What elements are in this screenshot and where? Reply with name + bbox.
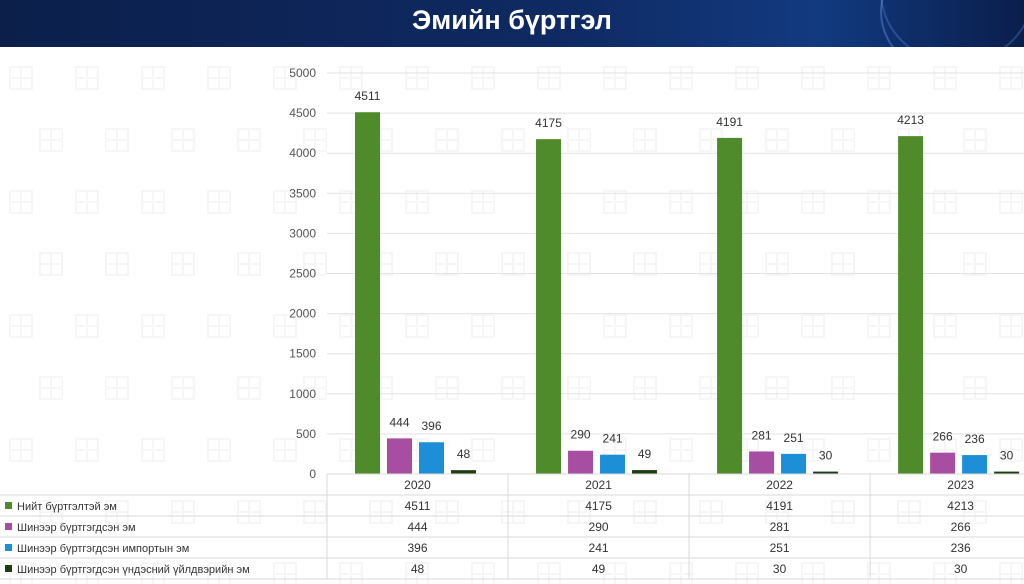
table-cell: 4191 [766, 499, 793, 513]
data-label: 266 [933, 430, 953, 444]
data-label: 290 [571, 428, 591, 442]
data-label: 4191 [716, 115, 743, 129]
y-tick-label: 4500 [289, 106, 316, 120]
bar [568, 450, 594, 474]
y-tick-label: 3000 [289, 226, 316, 240]
y-tick-label: 3500 [289, 186, 316, 200]
legend-swatch [5, 502, 12, 509]
table-cell: 251 [770, 541, 790, 555]
data-label: 4175 [535, 116, 562, 130]
category-label: 2022 [766, 478, 793, 492]
bar [600, 454, 626, 474]
decor-arc [880, 0, 1024, 47]
table-cell: 281 [770, 520, 790, 534]
y-tick-label: 2500 [289, 267, 316, 281]
data-label: 281 [752, 428, 772, 442]
bar [717, 137, 743, 474]
data-label: 4511 [355, 89, 381, 103]
bar [419, 442, 444, 474]
table-cell: 30 [954, 562, 968, 576]
table-cell: 241 [589, 541, 609, 555]
category-label: 2020 [404, 478, 431, 492]
y-tick-label: 2000 [289, 307, 316, 321]
legend-swatch [5, 523, 12, 530]
header-bar: Эмийн бүртгэл [0, 0, 1024, 47]
bar [632, 470, 658, 474]
bar [781, 453, 807, 474]
data-label: 396 [421, 419, 441, 433]
table-cell: 290 [589, 520, 609, 534]
bar [813, 471, 839, 474]
table-cell: 444 [408, 520, 428, 534]
data-label: 49 [638, 447, 652, 461]
data-label: 241 [603, 432, 623, 446]
data-label: 48 [457, 447, 471, 461]
bar [536, 139, 562, 474]
series-name: Нийт бүртгэлтэй эм [17, 501, 117, 513]
table-cell: 4213 [947, 499, 974, 513]
page-title: Эмийн бүртгэл [412, 5, 612, 35]
table-cell: 266 [951, 520, 971, 534]
bar [898, 136, 924, 474]
table-cell: 48 [411, 562, 425, 576]
data-label: 251 [784, 431, 804, 445]
data-label: 4213 [897, 113, 924, 127]
table-cell: 30 [773, 562, 787, 576]
table-cell: 49 [592, 562, 606, 576]
data-label: 444 [389, 415, 409, 429]
bar [451, 470, 476, 474]
bar [387, 438, 412, 474]
table-cell: 396 [408, 541, 428, 555]
category-label: 2021 [585, 478, 612, 492]
bar-chart: 0 500 1000 1500 2000 2500 3000 3500 4000 4500 5000… [0, 66, 1024, 580]
category-label: 2023 [947, 478, 974, 492]
table-cell: 4175 [585, 499, 612, 513]
table-cell: 236 [951, 541, 971, 555]
y-tick-label: 4000 [289, 146, 316, 160]
series-name: Шинээр бүртгэгдсэн импортын эм [17, 543, 189, 555]
bar [749, 451, 775, 474]
bar [994, 471, 1020, 474]
bar [930, 452, 956, 474]
data-label: 30 [1000, 449, 1014, 463]
series-name: Шинээр бүртгэгдсэн эм [17, 522, 136, 534]
y-tick-label: 500 [296, 427, 316, 441]
y-tick-label: 0 [309, 467, 316, 481]
series-name: Шинээр бүртгэгдсэн үндэсний үйлдвэрийн э… [17, 564, 250, 576]
y-tick-label: 1500 [289, 347, 316, 361]
y-tick-label: 5000 [289, 66, 316, 80]
data-label: 236 [965, 432, 985, 446]
table-cell: 4511 [405, 499, 431, 513]
bar [962, 455, 988, 474]
legend-swatch [5, 565, 12, 572]
y-tick-label: 1000 [289, 387, 316, 401]
legend-swatch [5, 544, 12, 551]
data-label: 30 [819, 449, 833, 463]
bar [355, 112, 380, 474]
